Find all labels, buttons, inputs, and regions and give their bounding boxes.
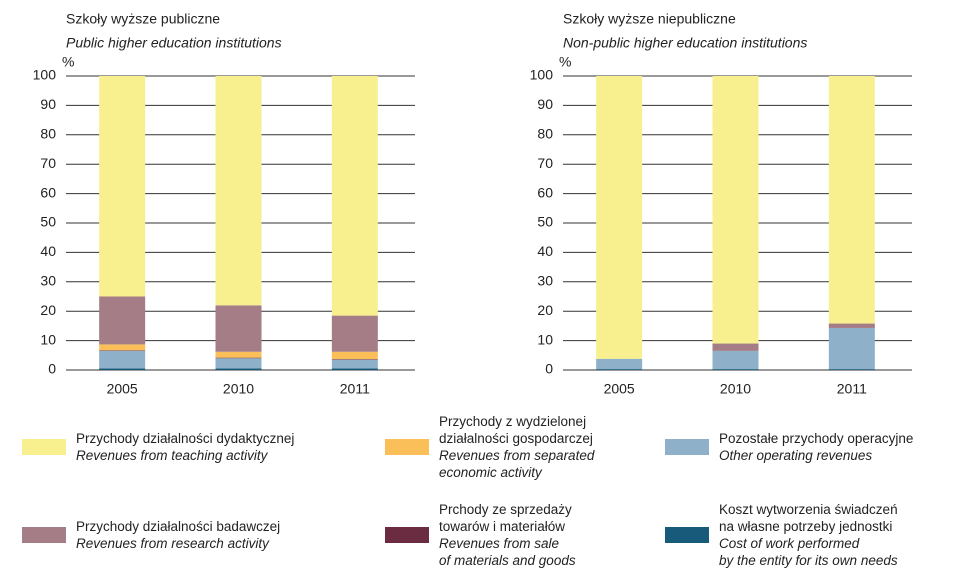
bar-segment <box>215 357 262 359</box>
y-tick-label: 70 <box>40 155 56 171</box>
bar-segment <box>99 76 146 297</box>
y-tick-label: 90 <box>40 96 56 112</box>
bar-segment <box>215 305 262 352</box>
bar-segment <box>215 368 262 370</box>
y-unit: % <box>62 54 74 70</box>
legend-item: Przychody z wydzielonej działalności gos… <box>385 407 594 487</box>
y-tick-label: 100 <box>33 67 57 83</box>
legend-swatch <box>22 439 66 455</box>
bar-segment <box>712 76 759 344</box>
bar-segment <box>215 358 262 369</box>
y-tick-label: 70 <box>537 155 553 171</box>
legend-swatch <box>22 527 66 543</box>
y-tick-label: 100 <box>530 67 554 83</box>
y-tick-label: 80 <box>537 126 553 142</box>
y-tick-label: 20 <box>537 302 553 318</box>
bar-segment <box>828 76 875 324</box>
y-tick-label: 10 <box>40 331 56 347</box>
y-tick-label: 60 <box>537 184 553 200</box>
bar-segment <box>828 323 875 328</box>
legend-swatch <box>665 439 709 455</box>
bar-segment <box>828 369 875 370</box>
y-tick-label: 40 <box>537 243 553 259</box>
legend-item: Przychody działalności dydaktycznej Reven… <box>22 407 294 487</box>
y-tick-label: 80 <box>40 126 56 142</box>
legend-label-en: Other operating revenues <box>719 448 873 463</box>
bar-segment <box>215 351 262 358</box>
y-tick-label: 60 <box>40 184 56 200</box>
bar-segment <box>99 368 146 370</box>
legend-label-en: Revenues from research activity <box>76 536 269 551</box>
legend-text: Pozostałe przychody operacyjne Other oper… <box>719 430 913 464</box>
bar-segment <box>99 344 146 351</box>
chart-title: Szkoły wyższe niepubliczne <box>563 11 736 27</box>
charts: Szkoły wyższe publiczne Public higher edu… <box>33 11 912 397</box>
bar-segment <box>331 359 378 360</box>
y-tick-label: 10 <box>537 331 553 347</box>
bar-segment <box>99 296 146 345</box>
x-tick-label: 2011 <box>837 381 867 397</box>
bar-segment <box>712 350 759 370</box>
bar-segment <box>596 369 643 370</box>
legend-label: Koszt wytworzenia świadczeń na własne po… <box>719 502 898 534</box>
bar-segment <box>331 76 378 316</box>
legend-label-en: Cost of work performed by the entity for… <box>719 536 898 568</box>
y-tick-label: 20 <box>40 302 56 318</box>
chart-subtitle: Public higher education institutions <box>66 35 282 51</box>
legend-item: Prchody ze sprzedaży towarów i materiałó… <box>385 495 576 575</box>
legend-label: Przychody działalności dydaktycznej <box>76 431 295 446</box>
y-tick-label: 50 <box>537 214 553 230</box>
y-tick-label: 0 <box>48 361 56 377</box>
bar-segment <box>99 350 146 351</box>
legend-text: Przychody z wydzielonej działalności gos… <box>439 413 594 481</box>
legend-swatch <box>385 439 429 455</box>
bar-segment <box>331 351 378 360</box>
bar-segment <box>712 343 759 351</box>
legend-swatch <box>385 527 429 543</box>
y-tick-label: 90 <box>537 96 553 112</box>
bar-segment <box>331 359 378 369</box>
legend-label-en: Revenues from separated economic activit… <box>439 448 595 480</box>
x-tick-label: 2010 <box>223 381 254 397</box>
x-tick-label: 2005 <box>107 381 138 397</box>
bar-segment <box>99 350 146 369</box>
bar-segment <box>596 76 643 359</box>
y-unit: % <box>559 54 571 70</box>
legend-item: Koszt wytworzenia świadczeń na własne po… <box>665 495 898 575</box>
legend-text: Prchody ze sprzedaży towarów i materiałó… <box>439 501 576 569</box>
legend-item: Przychody działalności badawczej Revenues… <box>22 495 280 575</box>
bar-segment <box>331 315 378 352</box>
legend-label-en: Revenues from sale of materials and good… <box>439 536 576 568</box>
legend-text: Przychody działalności badawczej Revenues… <box>76 518 280 552</box>
bar-segment <box>215 76 262 306</box>
chart-title: Szkoły wyższe publiczne <box>66 11 220 27</box>
legend-label: Prchody ze sprzedaży towarów i materiałó… <box>439 502 572 534</box>
y-tick-label: 40 <box>40 243 56 259</box>
bar-segment <box>596 358 643 370</box>
legend-label-en: Revenues from teaching activity <box>76 448 268 463</box>
x-tick-label: 2011 <box>340 381 370 397</box>
bar-segment <box>828 327 875 370</box>
legend-label: Przychody z wydzielonej działalności gos… <box>439 414 593 446</box>
bar-segment <box>712 369 759 370</box>
legend-text: Przychody działalności dydaktycznej Reven… <box>76 430 294 464</box>
y-tick-label: 30 <box>40 273 56 289</box>
legend-swatch <box>665 527 709 543</box>
legend-label: Pozostałe przychody operacyjne <box>719 431 914 446</box>
y-tick-label: 50 <box>40 214 56 230</box>
x-tick-label: 2010 <box>720 381 751 397</box>
bar-segment <box>331 368 378 370</box>
y-tick-label: 30 <box>537 273 553 289</box>
y-tick-label: 0 <box>545 361 553 377</box>
legend-text: Koszt wytworzenia świadczeń na własne po… <box>719 501 898 569</box>
legend-label: Przychody działalności badawczej <box>76 519 281 534</box>
legend-item: Pozostałe przychody operacyjne Other oper… <box>665 407 913 487</box>
chart-subtitle: Non-public higher education institutions <box>563 35 807 51</box>
x-tick-label: 2005 <box>604 381 635 397</box>
